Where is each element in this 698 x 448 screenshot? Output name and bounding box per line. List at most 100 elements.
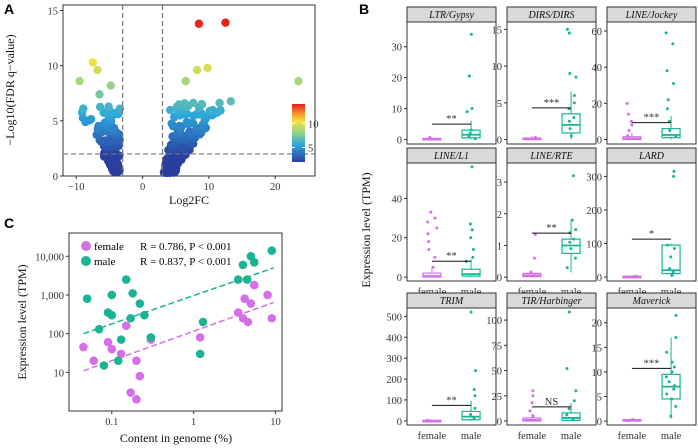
volcano-point — [226, 97, 236, 106]
male-data-point — [667, 380, 671, 384]
female-data-point — [627, 112, 631, 116]
male-box — [561, 113, 581, 134]
male-data-point — [468, 222, 472, 226]
female-data-point — [425, 418, 429, 422]
female-data-point — [626, 134, 630, 138]
facet-title: LTR/Gypsy — [428, 10, 474, 21]
y-tick-label: 5 — [597, 392, 602, 403]
significance-label: NS — [545, 397, 559, 408]
colorbar-tick-label: 5 — [308, 144, 313, 155]
y-tick-label: 300 — [586, 172, 602, 183]
male-data-point — [568, 240, 572, 244]
female-point — [121, 321, 131, 331]
y-tick-label: 30 — [392, 43, 403, 54]
volcano-point — [109, 123, 119, 133]
legend-male-stat: R = 0.837, P < 0.001 — [140, 256, 231, 268]
y-tick-label: 0 — [497, 417, 502, 428]
facet-title: TIR/Harbinger — [522, 296, 582, 307]
male-point — [267, 246, 277, 255]
facet-ltr-gypsy: LTR/Gypsy0102030femalemale** — [392, 6, 497, 161]
female-data-point — [529, 270, 533, 274]
correlation-axis-ticks: 0.1 1 10 10 100 1,000 10,000 — [35, 252, 281, 428]
volcano-point — [165, 105, 175, 115]
y-tick-label: 40 — [592, 63, 603, 74]
male-data-point — [665, 350, 669, 354]
volcano-point — [94, 121, 103, 131]
volcano-plot: −10 0 10 20 0 5 10 15 5 10 Log2FC −Log10(FDR q−v… — [3, 4, 319, 207]
female-point — [103, 337, 113, 347]
male-point — [249, 257, 259, 267]
y-tick-label: 60 — [592, 27, 603, 38]
male-data-point — [567, 119, 571, 123]
male-data-point — [674, 404, 678, 408]
facet-frame — [506, 307, 597, 426]
panel-c-letter: C — [4, 215, 14, 231]
male-data-point — [674, 134, 678, 138]
facet-title: LINE/L1 — [433, 151, 469, 162]
male-data-point — [471, 248, 475, 252]
male-data-point — [670, 370, 674, 374]
volcano-point — [181, 76, 190, 86]
volcano-point — [194, 19, 204, 28]
correlation-ylabel: Expression level (TPM) — [15, 264, 29, 379]
volcano-point — [197, 99, 207, 109]
male-point — [107, 290, 117, 300]
x-tick-label: 20 — [270, 182, 281, 193]
y-tick-label: 10 — [592, 368, 603, 379]
correlation-legend: female R = 0.786, P < 0.001 male R = 0.8… — [81, 241, 231, 268]
female-data-point — [427, 248, 431, 252]
significance-label: ** — [446, 114, 457, 125]
volcano-point — [203, 63, 212, 73]
male-data-point — [567, 31, 571, 35]
male-data-point — [571, 174, 575, 178]
male-data-point — [674, 335, 678, 339]
volcano-point — [182, 117, 192, 127]
volcano-point — [93, 65, 102, 75]
female-point — [246, 299, 256, 308]
volcano-point — [79, 104, 88, 113]
facet-line-rte: LINE/RTE0123femalemale** — [497, 147, 597, 298]
male-point — [126, 313, 135, 323]
y-tick-label: 3 — [497, 178, 502, 189]
y-tick-label: 5 — [53, 117, 58, 128]
y-tick-label: 20 — [392, 234, 403, 245]
boxplot-facets: LTR/Gypsy0102030femalemale**DIRS/DIRS051… — [386, 6, 697, 442]
male-point — [99, 361, 109, 370]
female-data-point — [526, 137, 530, 141]
facet-frame — [406, 21, 497, 145]
volcano-point — [167, 119, 176, 128]
facet-dirs-dirs: DIRS/DIRS051015femalemale*** — [492, 6, 597, 161]
y-tick-label: 0 — [597, 135, 602, 146]
y-tick-label: 10,000 — [35, 252, 64, 263]
male-data-point — [573, 256, 577, 260]
legend-male-label: male — [94, 256, 115, 268]
male-data-point — [672, 365, 676, 369]
male-point — [135, 299, 145, 308]
male-data-point — [570, 218, 574, 222]
x-tick-label: 0 — [140, 182, 145, 193]
male-data-point — [470, 165, 474, 169]
male-data-point — [569, 247, 573, 251]
volcano-point — [75, 76, 84, 86]
facet-line-jockey: LINE/Jockey0204060femalemale*** — [592, 6, 697, 161]
male-data-point — [468, 131, 472, 135]
facet-lard: LARD0100200300femalemale* — [586, 147, 697, 298]
x-tick-label: 10 — [204, 182, 215, 193]
facet-trim: TRIM 0 100 200 300 400 500 female male ** — [386, 292, 497, 442]
volcano-axis-ticks: −10 0 10 20 0 5 10 15 — [48, 7, 281, 193]
volcano-point — [95, 102, 105, 112]
female-point — [89, 356, 98, 365]
volcano-point — [215, 98, 224, 108]
male-data-point — [469, 310, 473, 314]
male-data-point — [671, 42, 675, 46]
male-data-point — [669, 255, 673, 259]
volcano-point — [95, 90, 104, 99]
female-point — [116, 349, 126, 359]
facet-frame — [606, 21, 697, 145]
y-tick-label: 15 — [492, 25, 503, 36]
female-data-point — [627, 128, 631, 132]
facet-frame — [406, 162, 497, 282]
male-data-point — [568, 127, 572, 131]
male-data-point — [472, 387, 476, 391]
